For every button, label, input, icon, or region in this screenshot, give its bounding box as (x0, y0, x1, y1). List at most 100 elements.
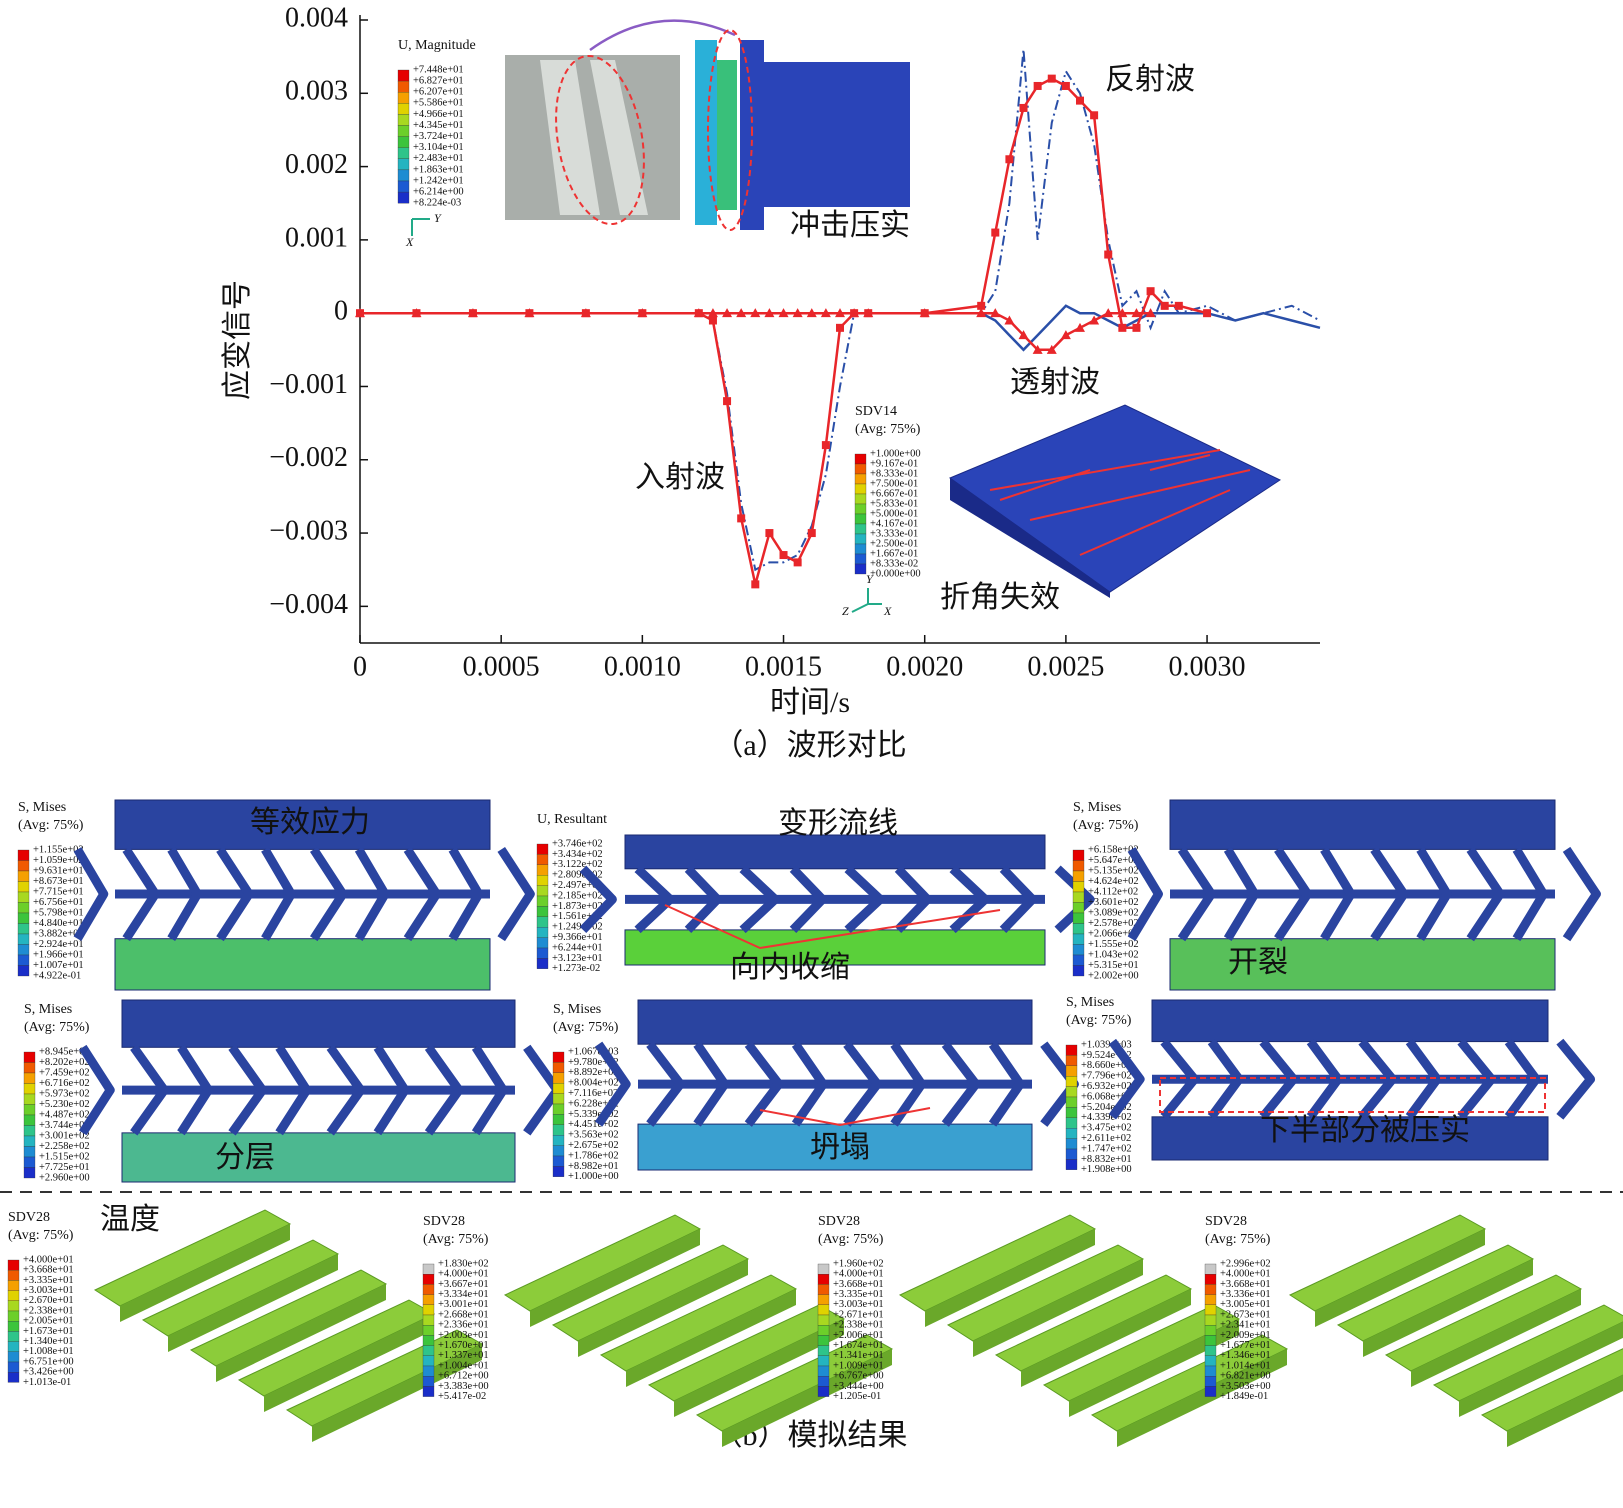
legend-swatch (1204, 1304, 1217, 1316)
legend-swatch (817, 1335, 830, 1346)
legend-swatch (817, 1314, 830, 1326)
failure-line (989, 449, 1221, 491)
legend-value: +3.667e+01 (438, 1279, 489, 1290)
marker (694, 309, 703, 318)
legend-swatch (422, 1294, 435, 1305)
truss (579, 865, 1095, 934)
truss (73, 846, 535, 942)
legend-value: +5.833e-01 (870, 498, 918, 509)
legend-title: (Avg: 75%) (1073, 818, 1139, 833)
legend-value: +5.204e+02 (1081, 1102, 1132, 1113)
legend-swatch (1204, 1376, 1217, 1387)
legend-title: S, Mises (24, 1002, 72, 1017)
legend-value: +1.515e+02 (39, 1151, 90, 1162)
legend-swatch (854, 473, 867, 485)
legend-value: +6.716e+02 (39, 1078, 90, 1089)
legend-swatch (1065, 1138, 1078, 1150)
legend-value: +3.122e+02 (552, 859, 603, 870)
legend-swatch (422, 1365, 435, 1377)
legend-swatch (817, 1376, 830, 1387)
legend-value: +8.660e+02 (1081, 1060, 1132, 1071)
bottom-plate (121, 1132, 516, 1183)
legend-value: +2.670e+01 (23, 1295, 74, 1306)
legend-value: +3.744e+02 (39, 1120, 90, 1131)
legend-value: +2.611e+02 (1081, 1133, 1131, 1144)
x-tick-label: 0.0020 (886, 651, 963, 682)
legend-value: +6.827e+01 (413, 76, 464, 87)
rib-side (216, 1284, 386, 1382)
marker (412, 309, 421, 318)
legend-swatch (397, 80, 410, 93)
triad: Z (842, 604, 849, 618)
marker (1118, 323, 1127, 332)
legend-swatch (854, 503, 867, 515)
legend-value: +3.383e+00 (438, 1381, 489, 1392)
marker (850, 309, 859, 318)
legend-value: +3.444e+00 (833, 1381, 884, 1392)
legend-swatch (1065, 1107, 1078, 1118)
legend-swatch (552, 1124, 565, 1136)
legend-swatch (422, 1345, 435, 1356)
legend-title: (Avg: 75%) (8, 1228, 74, 1243)
legend-swatch (817, 1355, 830, 1367)
highlight (664, 904, 1001, 1127)
legend-value: +4.000e+01 (833, 1269, 884, 1280)
legend-swatch (1204, 1335, 1217, 1346)
legend-value: +1.000e+00 (568, 1171, 619, 1182)
legend-swatch (1072, 954, 1085, 966)
legend-value: +8.202e+02 (39, 1057, 90, 1068)
legend-swatch (17, 870, 30, 882)
legend-value: +3.746e+02 (552, 838, 603, 849)
legend-swatch (552, 1135, 565, 1146)
legend-swatch (1065, 1086, 1078, 1098)
bottom-plate (1169, 938, 1556, 991)
legend-value: +7.796e+02 (1081, 1071, 1132, 1082)
legend-swatch (17, 954, 30, 966)
legend-value: +3.335e+01 (23, 1275, 74, 1286)
legend-value: +6.214e+00 (413, 187, 464, 198)
legend-swatch (854, 523, 867, 535)
legend-swatch (1065, 1044, 1078, 1056)
legend-value: +4.922e-01 (33, 970, 81, 981)
legend-swatch (422, 1284, 435, 1295)
line (980, 304, 1321, 352)
marker (638, 309, 647, 318)
x-tick-label: 0.0005 (463, 651, 540, 682)
rib-side (578, 1259, 748, 1357)
legend-value: +1.677e+01 (1220, 1340, 1271, 1351)
legend-swatch (397, 158, 410, 171)
truss (1127, 846, 1601, 942)
marker (990, 308, 1001, 318)
top-plate (1169, 799, 1556, 850)
marker (778, 308, 789, 318)
legend-swatch (536, 927, 549, 938)
panel-label: 下半部分被压实 (1260, 1114, 1470, 1147)
marker (722, 308, 733, 318)
legend-swatch (1065, 1065, 1078, 1077)
legend-swatch (1204, 1284, 1217, 1295)
legend-swatch (17, 923, 30, 935)
y-tick-label: −0.004 (269, 589, 348, 620)
legend-value: +5.339e+02 (568, 1109, 619, 1120)
legend-value: +3.333e-01 (870, 528, 918, 539)
legend-value: +5.586e+01 (413, 98, 464, 109)
triad-axes (411, 218, 430, 236)
legend-value: +1.673e+01 (23, 1326, 74, 1337)
legend-swatch (7, 1321, 20, 1332)
legend-value: +6.751e+00 (23, 1356, 74, 1367)
legend-value: +1.013e-01 (23, 1377, 71, 1388)
marker (1145, 308, 1156, 318)
legend-swatch (1204, 1314, 1217, 1326)
legend-value: +1.273e-02 (552, 963, 600, 974)
legend-title: SDV28 (1205, 1214, 1247, 1229)
marker (1060, 330, 1071, 340)
legend-value: +5.973e+02 (39, 1088, 90, 1099)
legend-swatch (23, 1093, 36, 1105)
legend-swatch (552, 1072, 565, 1084)
legend-value: +2.924e+01 (33, 939, 84, 950)
legend-swatch (1072, 870, 1085, 882)
legend-title: (Avg: 75%) (24, 1020, 90, 1035)
legend-swatch (17, 891, 30, 903)
legend-value: +2.960e+00 (39, 1172, 90, 1183)
legend-value: +1.966e+01 (33, 949, 84, 960)
